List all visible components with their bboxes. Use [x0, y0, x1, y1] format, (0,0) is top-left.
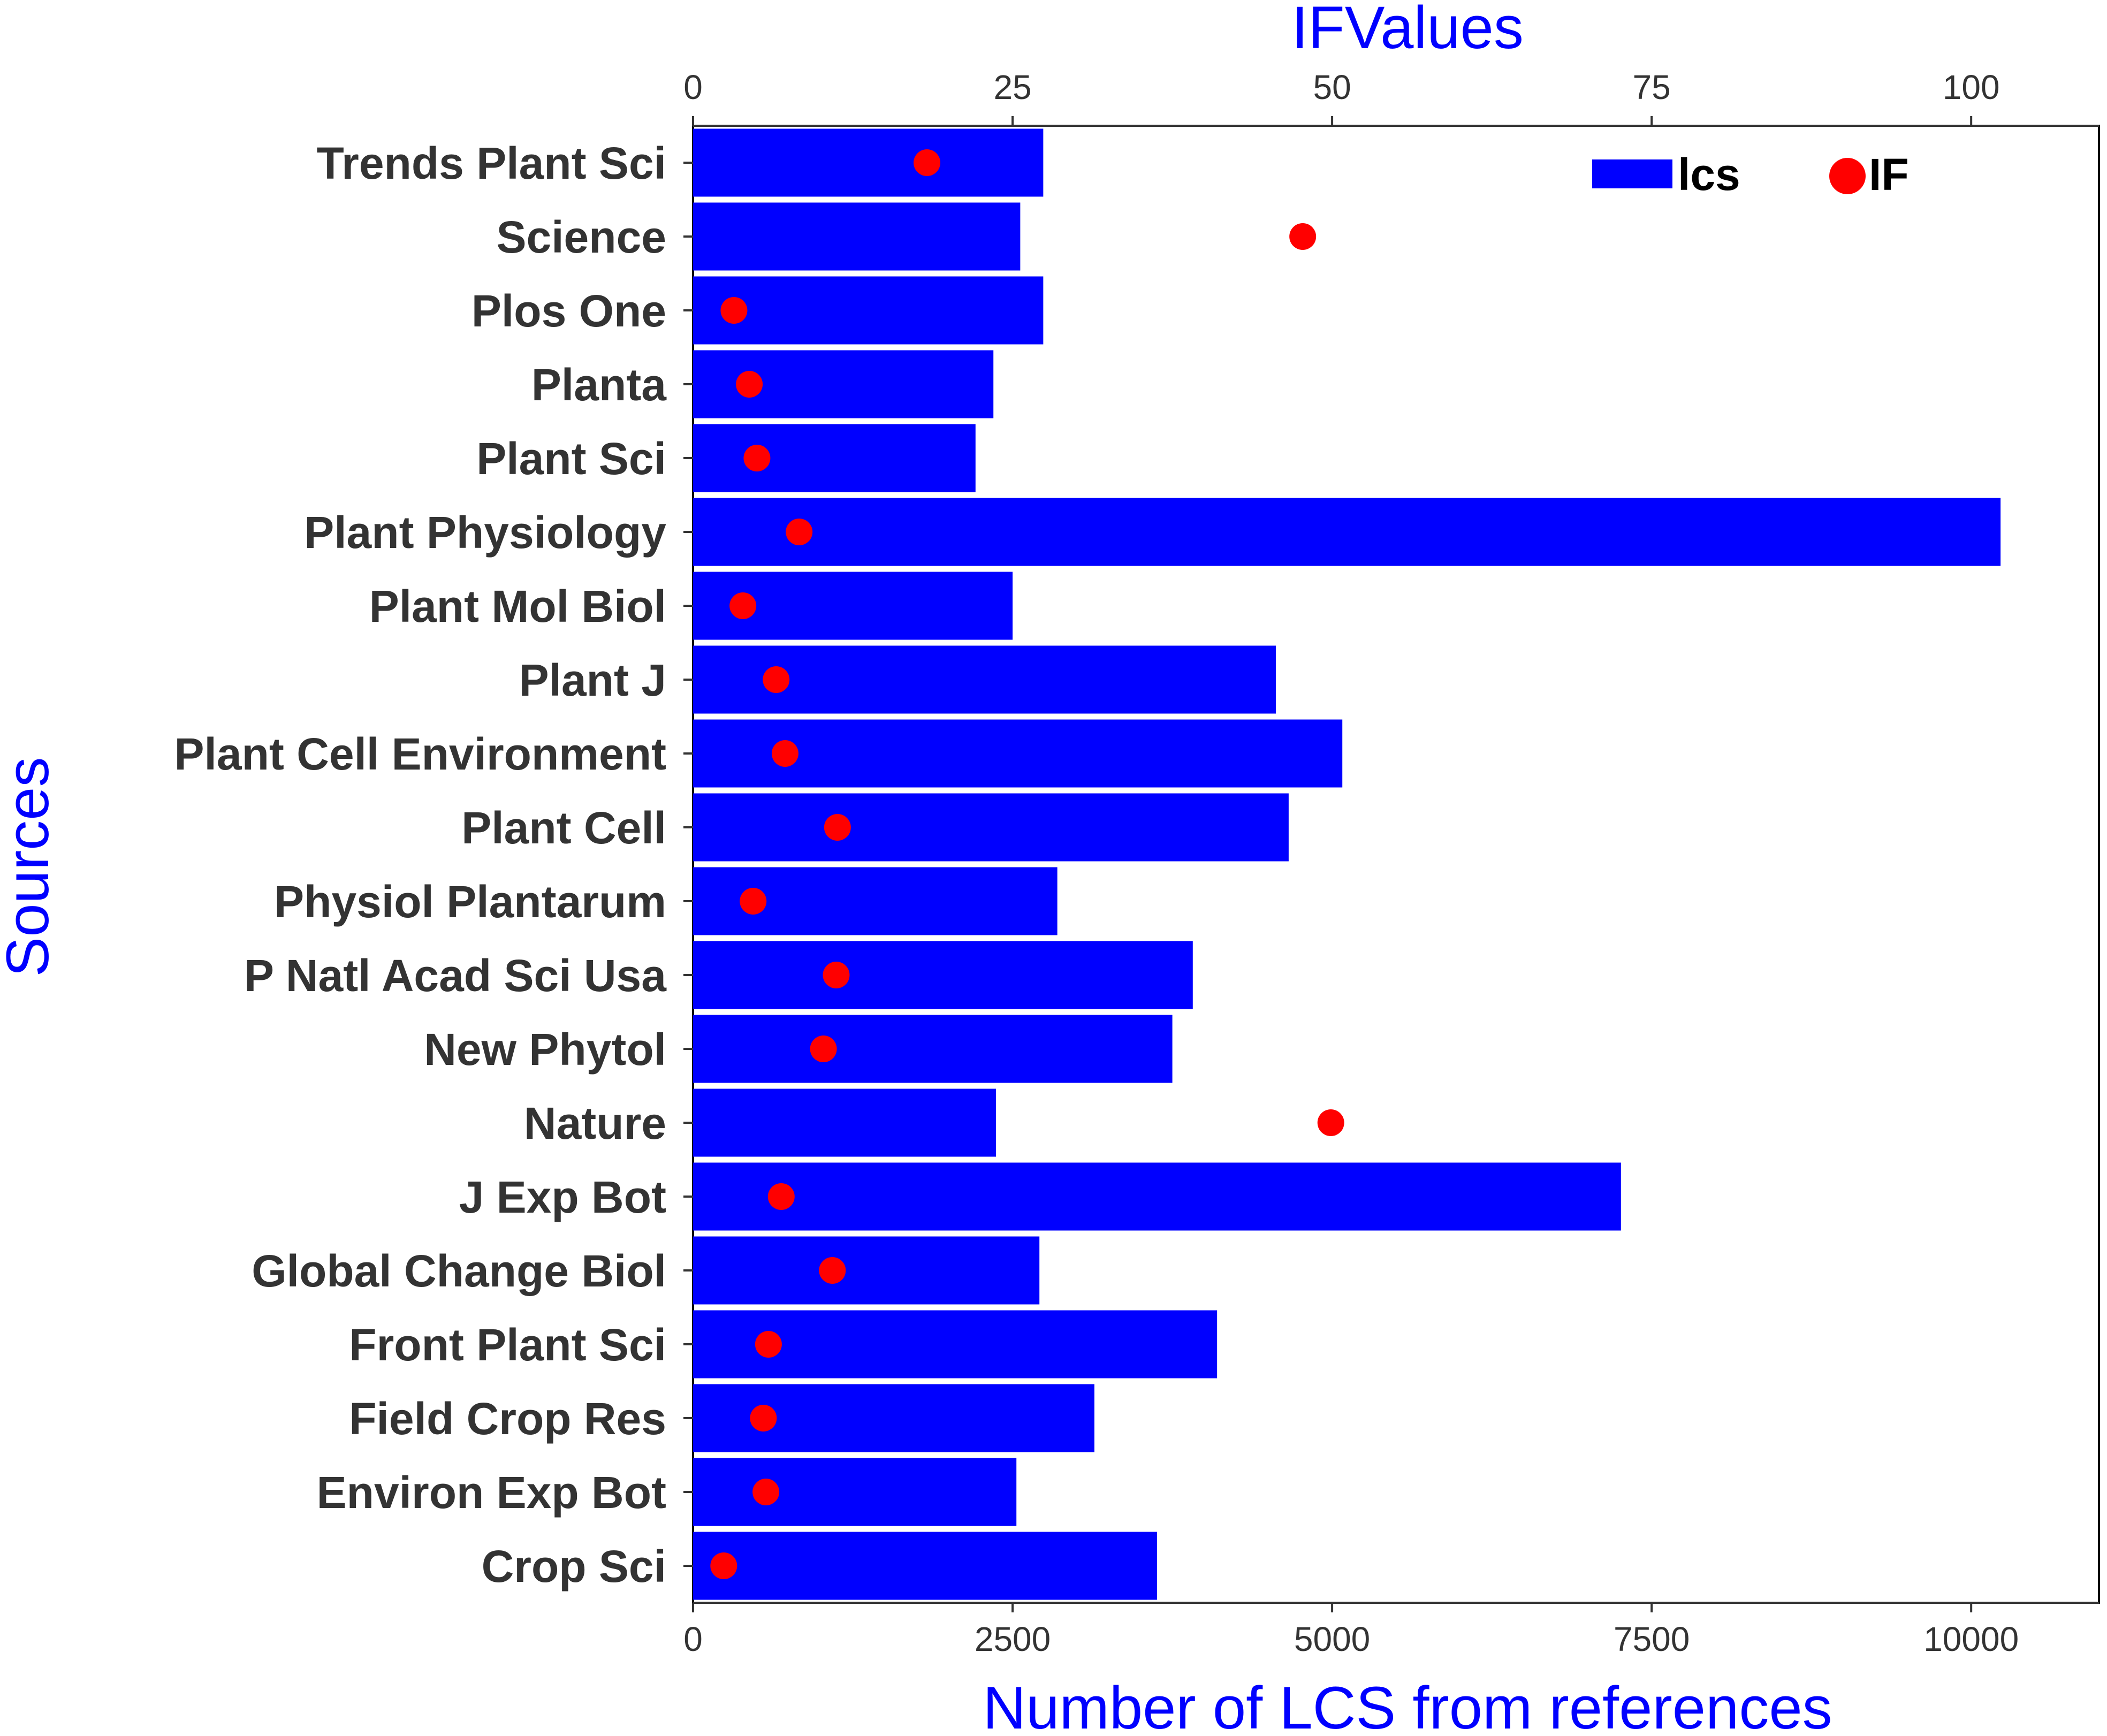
x2-tick-label: 50 — [1313, 68, 1351, 106]
x2-tick-label: 100 — [1943, 68, 2000, 106]
bar — [693, 645, 1276, 714]
category-label: Science — [496, 212, 666, 262]
category-label: Global Change Biol — [252, 1246, 666, 1296]
if-point — [767, 1183, 795, 1210]
category-label: J Exp Bot — [459, 1172, 666, 1222]
category-label: Physiol Plantarum — [274, 877, 666, 927]
bar — [693, 276, 1044, 345]
x2-tick-label: 25 — [993, 68, 1031, 106]
category-label: New Phytol — [424, 1024, 666, 1075]
category-label: Plant J — [519, 655, 666, 705]
bar — [693, 1236, 1040, 1305]
category-label: Plant Cell Environment — [174, 729, 667, 779]
x-tick-label: 5000 — [1294, 1620, 1370, 1658]
bar — [693, 202, 1021, 271]
x2-tick-label: 75 — [1633, 68, 1671, 106]
legend-swatch-point — [1829, 158, 1866, 194]
category-label: Environ Exp Bot — [317, 1467, 666, 1518]
category-label: Plant Sci — [476, 433, 666, 484]
legend-label-if: IF — [1869, 149, 1909, 200]
category-label: P Natl Acad Sci Usa — [244, 950, 667, 1001]
if-point — [729, 592, 757, 619]
top-axis-title: IFValues — [1291, 0, 1524, 61]
if-point — [823, 962, 850, 988]
x-tick-label: 7500 — [1614, 1620, 1690, 1658]
category-label: Trends Plant Sci — [316, 138, 666, 188]
bar — [693, 1458, 1017, 1526]
bar — [693, 1015, 1173, 1083]
if-point — [771, 740, 798, 767]
category-label: Plant Cell — [461, 803, 666, 853]
category-label: Field Crop Res — [349, 1394, 666, 1444]
if-point — [810, 1035, 837, 1062]
x-tick-label: 2500 — [975, 1620, 1051, 1658]
category-label: Plant Mol Biol — [369, 581, 666, 631]
bar — [693, 1532, 1157, 1600]
if-point — [755, 1331, 782, 1358]
if-point — [743, 445, 771, 471]
if-point — [819, 1257, 846, 1284]
bottom-axis-title: Number of LCS from references — [983, 1674, 1832, 1736]
bar — [693, 1162, 1621, 1231]
category-label: Plant Physiology — [304, 507, 666, 558]
bar — [693, 719, 1343, 788]
category-label: Front Plant Sci — [349, 1320, 666, 1370]
y-axis-title: Sources — [0, 757, 61, 977]
if-point — [740, 888, 767, 915]
plot-border — [692, 125, 2100, 1604]
category-label: Crop Sci — [482, 1541, 666, 1592]
x-tick-label: 0 — [683, 1620, 703, 1658]
x2-tick-label: 0 — [683, 68, 703, 106]
if-point — [736, 371, 763, 398]
if-point — [824, 814, 851, 841]
if-point — [1289, 223, 1317, 250]
if-point — [752, 1479, 780, 1505]
if-point — [1317, 1109, 1344, 1136]
category-label: Plos One — [471, 286, 666, 336]
if-point — [750, 1405, 777, 1432]
bar — [693, 1088, 996, 1157]
category-label: Nature — [524, 1098, 666, 1148]
legend-label-lcs: lcs — [1678, 149, 1740, 200]
if-point — [786, 519, 813, 545]
x-tick-label: 10000 — [1923, 1620, 2019, 1658]
bar — [693, 128, 1044, 197]
bar — [693, 793, 1289, 862]
legend-swatch-bar — [1592, 159, 1672, 188]
if-point — [914, 149, 941, 176]
if-point — [710, 1552, 737, 1579]
bar — [693, 941, 1193, 1009]
bar — [693, 424, 976, 492]
category-label: Planta — [531, 360, 667, 410]
plot-area: Trends Plant Sci Science Plos One Planta Pla… — [174, 68, 2100, 1658]
if-point — [763, 666, 790, 693]
bar — [693, 498, 2001, 566]
if-point — [720, 297, 748, 324]
